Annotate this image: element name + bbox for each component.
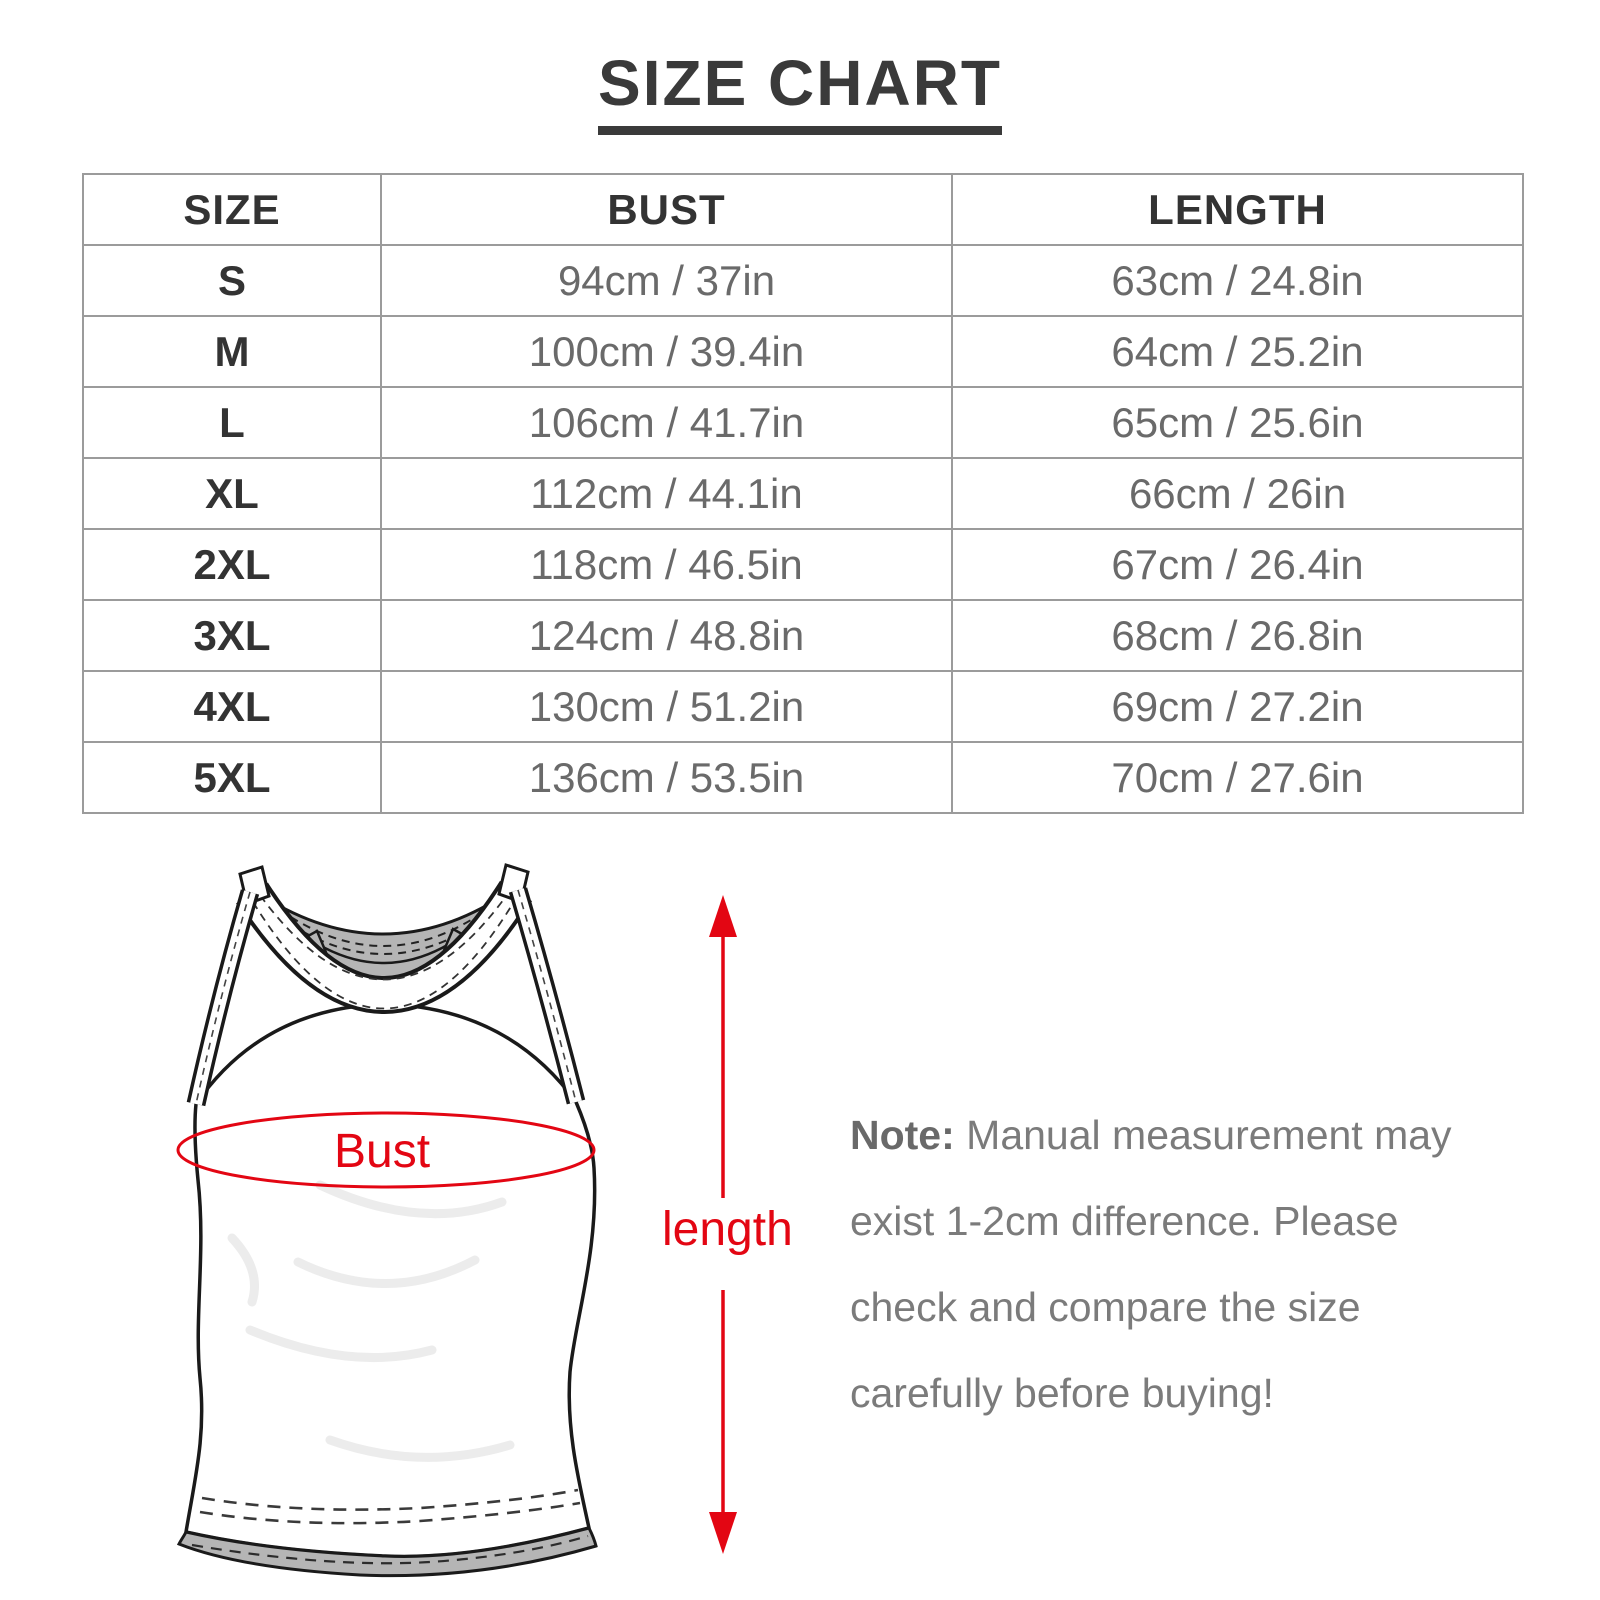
bust-cell: 130cm / 51.2in — [380, 670, 953, 743]
bust-cell: 136cm / 53.5in — [380, 741, 953, 814]
straps — [186, 887, 586, 1107]
neckband — [236, 863, 533, 1014]
bust-cell: 106cm / 41.7in — [380, 386, 953, 459]
size-cell: L — [82, 386, 382, 459]
length-cell: 65cm / 25.6in — [951, 386, 1524, 459]
bust-cell: 100cm / 39.4in — [380, 315, 953, 388]
length-label: length — [654, 1206, 801, 1254]
measurement-note: Note: Manual measurement may exist 1-2cm… — [850, 1092, 1510, 1436]
size-cell: 2XL — [82, 528, 382, 601]
page-title: SIZE CHART — [598, 50, 1002, 135]
title-container: SIZE CHART — [0, 50, 1600, 135]
length-cell: 70cm / 27.6in — [951, 741, 1524, 814]
bust-cell: 112cm / 44.1in — [380, 457, 953, 530]
size-cell: 3XL — [82, 599, 382, 672]
note-line: exist 1-2cm difference. Please — [850, 1198, 1399, 1244]
table-row: S 94cm / 37in 63cm / 24.8in — [82, 244, 1524, 317]
table-row: 4XL 130cm / 51.2in 69cm / 27.2in — [82, 670, 1524, 743]
note-line: carefully before buying! — [850, 1370, 1274, 1416]
length-cell: 67cm / 26.4in — [951, 528, 1524, 601]
bust-cell: 118cm / 46.5in — [380, 528, 953, 601]
hem-stitching — [199, 1488, 581, 1525]
size-cell: XL — [82, 457, 382, 530]
table-row: L 106cm / 41.7in 65cm / 25.6in — [82, 386, 1524, 459]
table-row: M 100cm / 39.4in 64cm / 25.2in — [82, 315, 1524, 388]
note-line: check and compare the size — [850, 1284, 1361, 1330]
back-strap-right — [435, 927, 473, 978]
note-label: Note: — [850, 1112, 955, 1158]
length-cell: 69cm / 27.2in — [951, 670, 1524, 743]
tank-top-body — [176, 863, 598, 1578]
length-cell: 64cm / 25.2in — [951, 315, 1524, 388]
table-header-row: SIZE BUST LENGTH — [82, 173, 1524, 246]
table-row: 5XL 136cm / 53.5in 70cm / 27.6in — [82, 741, 1524, 814]
length-cell: 63cm / 24.8in — [951, 244, 1524, 317]
bust-cell: 94cm / 37in — [380, 244, 953, 317]
back-neck-panel — [248, 888, 520, 997]
hem-band — [176, 1526, 598, 1578]
wrinkle-lines — [227, 1180, 515, 1462]
length-cell: 66cm / 26in — [951, 457, 1524, 530]
size-cell: 4XL — [82, 670, 382, 743]
header-bust: BUST — [380, 173, 953, 246]
length-cell: 68cm / 26.8in — [951, 599, 1524, 672]
bust-cell: 124cm / 48.8in — [380, 599, 953, 672]
size-table: SIZE BUST LENGTH S 94cm / 37in 63cm / 24… — [82, 173, 1524, 814]
note-text: Manual measurement may — [966, 1112, 1452, 1158]
note-line: Note: Manual measurement may — [850, 1092, 1510, 1178]
header-length: LENGTH — [951, 173, 1524, 246]
size-cell: M — [82, 315, 382, 388]
size-cell: 5XL — [82, 741, 382, 814]
bust-label: Bust — [326, 1128, 439, 1176]
table-row: XL 112cm / 44.1in 66cm / 26in — [82, 457, 1524, 530]
table-row: 2XL 118cm / 46.5in 67cm / 26.4in — [82, 528, 1524, 601]
back-strap-left — [297, 929, 335, 980]
header-size: SIZE — [82, 173, 382, 246]
table-row: 3XL 124cm / 48.8in 68cm / 26.8in — [82, 599, 1524, 672]
size-cell: S — [82, 244, 382, 317]
